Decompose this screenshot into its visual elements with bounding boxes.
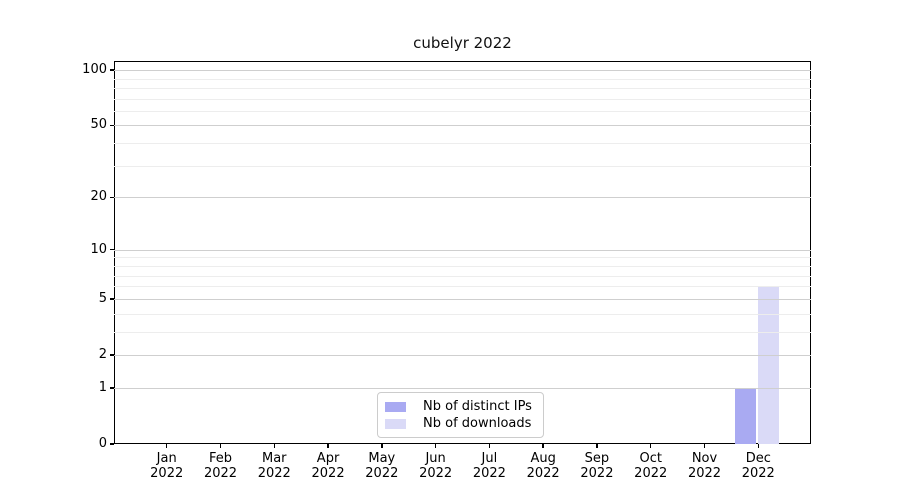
y-tick-mark <box>110 298 114 300</box>
x-axis-tick-label: Mar 2022 <box>246 451 302 481</box>
legend-swatch-downloads <box>385 418 406 429</box>
y-axis-tick-label: 50 <box>90 117 107 133</box>
x-tick-mark <box>596 444 598 448</box>
gridline-major <box>114 298 811 300</box>
x-tick-mark <box>650 444 652 448</box>
x-tick-mark <box>219 444 222 448</box>
x-tick-mark <box>757 444 759 448</box>
gridline-minor <box>114 331 811 333</box>
y-axis-tick-label: 10 <box>90 241 107 257</box>
legend-label: Nb of distinct IPs <box>423 399 532 414</box>
x-axis-tick-label-year: 2022 <box>634 466 668 481</box>
x-tick-mark <box>703 444 706 448</box>
gridline-major <box>114 354 811 356</box>
x-axis-tick-label-year: 2022 <box>472 466 506 481</box>
gridline-minor <box>114 286 811 288</box>
x-tick-mark <box>166 444 168 448</box>
gridline-minor <box>114 98 811 100</box>
y-tick-mark <box>110 354 114 356</box>
plot-area <box>114 61 811 444</box>
x-axis-tick-label: Dec 2022 <box>730 451 786 481</box>
x-axis-tick-label: Nov 2022 <box>677 451 733 481</box>
y-tick-mark <box>110 387 114 389</box>
gridline-minor <box>114 165 811 167</box>
gridline-minor <box>114 78 811 80</box>
y-tick-mark <box>110 69 114 71</box>
x-axis-tick-label-year: 2022 <box>419 466 453 481</box>
x-tick-mark <box>434 444 437 448</box>
x-axis-tick-label: Apr 2022 <box>300 451 356 481</box>
y-tick-mark <box>110 249 114 251</box>
gridline-minor <box>114 265 811 267</box>
gridline-minor <box>114 313 811 315</box>
y-axis-tick-label: 0 <box>98 436 107 451</box>
x-axis-tick-label-year: 2022 <box>311 466 345 481</box>
x-axis-tick-label: Feb 2022 <box>192 451 248 481</box>
y-tick-mark <box>110 443 114 445</box>
x-tick-mark <box>488 444 491 448</box>
x-axis-tick-label: Sep 2022 <box>569 451 625 481</box>
bar-distinct-ips <box>734 387 757 444</box>
x-axis-tick-label-year: 2022 <box>257 466 291 481</box>
x-tick-mark <box>381 444 383 448</box>
legend-swatch-distinct-ips <box>385 401 406 412</box>
y-tick-mark <box>110 124 114 127</box>
gridline-minor <box>114 143 811 145</box>
x-axis-tick-label: Oct 2022 <box>623 451 679 481</box>
x-axis-tick-label: Jan 2022 <box>139 451 195 481</box>
x-tick-mark <box>327 444 329 448</box>
x-tick-mark <box>273 444 275 448</box>
gridline-minor <box>114 110 811 112</box>
x-axis-tick-label: Aug 2022 <box>515 451 571 481</box>
gridline-major <box>114 387 811 389</box>
gridline-major <box>114 70 811 72</box>
y-axis-tick-label: 100 <box>82 62 107 78</box>
y-axis-tick-label: 5 <box>98 290 107 306</box>
y-axis-tick-label: 20 <box>90 189 107 205</box>
legend-label: Nb of downloads <box>423 416 532 431</box>
legend: Nb of distinct IPs Nb of downloads <box>377 392 544 438</box>
gridline-minor <box>114 87 811 89</box>
y-axis-tick-label: 2 <box>98 346 107 362</box>
chart-title: cubelyr 2022 <box>413 34 512 52</box>
gridline-minor <box>114 257 811 259</box>
x-tick-mark <box>542 444 544 448</box>
gridline-major <box>114 197 811 199</box>
x-axis-tick-label-year: 2022 <box>526 466 560 481</box>
x-axis-tick-label-year: 2022 <box>741 466 775 481</box>
y-axis-tick-label: 1 <box>98 379 107 395</box>
y-tick-mark <box>110 196 114 199</box>
x-axis-tick-label: May 2022 <box>354 451 410 481</box>
x-axis-tick-label-year: 2022 <box>580 466 614 481</box>
bar-downloads <box>757 286 780 444</box>
legend-entry: Nb of distinct IPs <box>385 398 535 415</box>
legend-entry: Nb of downloads <box>385 415 535 432</box>
x-axis-tick-label: Jun 2022 <box>408 451 464 481</box>
gridline-minor <box>114 275 811 277</box>
x-axis-tick-label-year: 2022 <box>365 466 399 481</box>
gridline-major <box>114 249 811 251</box>
x-axis-tick-label-year: 2022 <box>150 466 184 481</box>
gridline-major <box>114 125 811 127</box>
x-axis-tick-label: Jul 2022 <box>461 451 517 481</box>
x-axis-tick-label-year: 2022 <box>687 466 722 481</box>
x-axis-tick-label-year: 2022 <box>203 466 238 481</box>
